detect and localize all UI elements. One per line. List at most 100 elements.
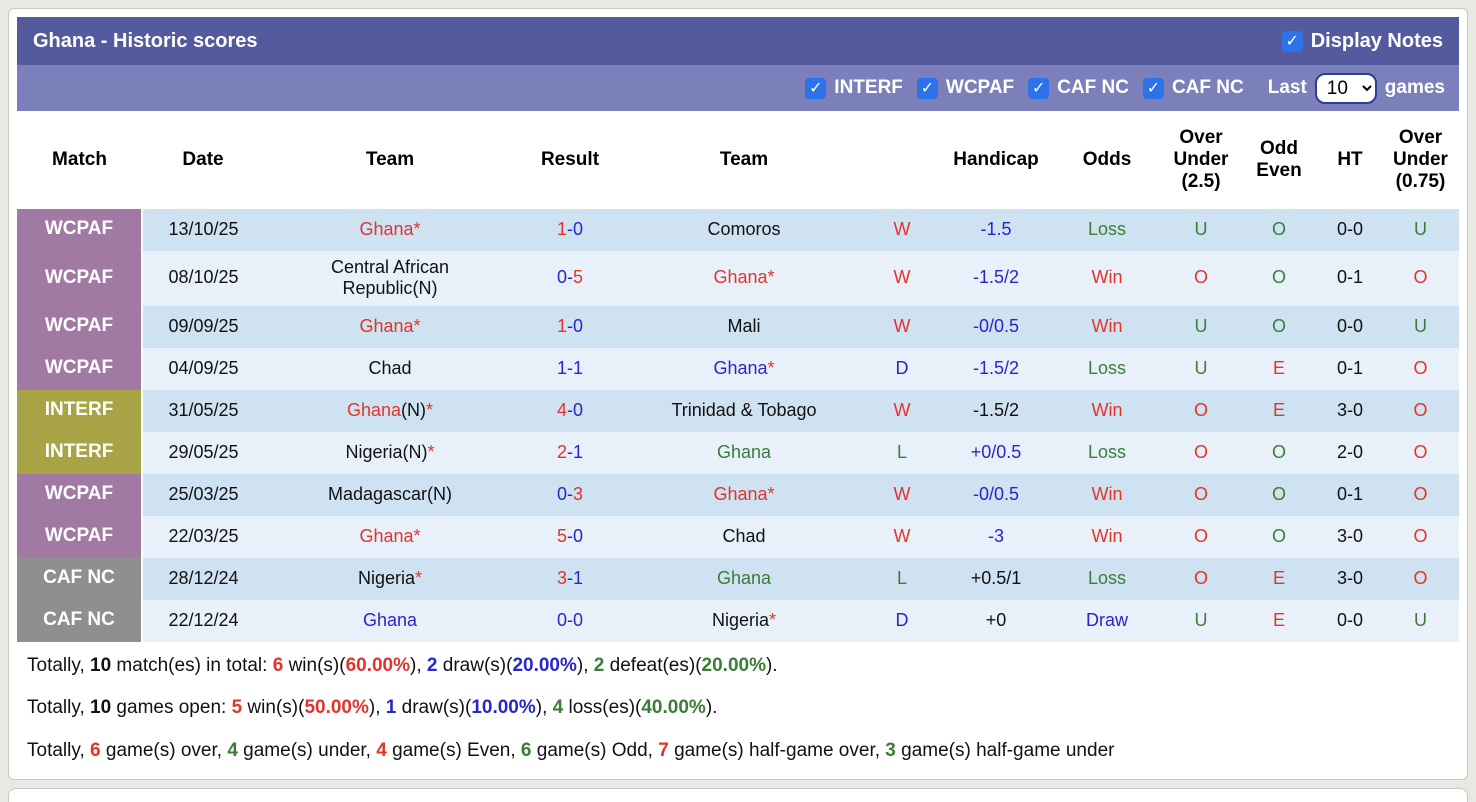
table-row: WCPAF 09/09/25 Ghana* 1-0 Mali W -0/0.5 Win U O 0-… [17,305,1459,348]
last-label: Last [1267,77,1307,98]
wdl-cell: L [864,431,940,474]
over-under-075-cell: U [1382,305,1459,348]
home-team-cell: Nigeria(N)* [264,431,516,474]
date-cell: 25/03/25 [142,473,264,516]
away-team-cell: Ghana [624,557,864,600]
home-team-cell: Ghana* [264,515,516,558]
over-under-075-cell: U [1382,599,1459,642]
date-cell: 08/10/25 [142,250,264,306]
table-row: CAF NC 22/12/24 Ghana 0-0 Nigeria* D +0 Draw U E 0… [17,599,1459,642]
over-under-25-cell: O [1162,557,1240,600]
table-row: CAF NC 28/12/24 Nigeria* 3-1 Ghana L +0.5/1 Los… [17,557,1459,600]
home-team-cell: Ghana [264,599,516,642]
column-header-5 [864,111,940,209]
wdl-cell: D [864,599,940,642]
odds-cell: Win [1052,389,1162,432]
filter-bar: ✓ INTERF ✓ WCPAF ✓ CAF NC ✓ CAF NC Last 10 game… [17,65,1459,111]
handicap-cell: +0.5/1 [940,557,1052,600]
away-team-cell: Ghana* [624,473,864,516]
odd-even-cell: O [1240,250,1318,306]
column-header-10: HT [1318,111,1382,209]
match-competition-badge: WCPAF [17,305,143,348]
next-panel-top-edge [8,787,1468,802]
home-team-cell: Ghana(N)* [264,389,516,432]
date-cell: 29/05/25 [142,431,264,474]
filter-label: CAF NC [1057,77,1129,98]
wdl-cell: W [864,250,940,306]
column-header-6: Handicap [940,111,1052,209]
odds-cell: Loss [1052,347,1162,390]
match-competition-badge: WCPAF [17,473,143,516]
filter-toggle-wcpaf-1[interactable]: ✓ WCPAF [916,77,1014,99]
display-notes-toggle[interactable]: ✓ Display Notes [1281,30,1443,53]
wdl-cell: W [864,305,940,348]
column-header-9: Odd Even [1240,111,1318,209]
date-cell: 28/12/24 [142,557,264,600]
match-competition-badge: WCPAF [17,208,143,251]
date-cell: 13/10/25 [142,208,264,251]
over-under-25-cell: O [1162,515,1240,558]
odd-even-cell: O [1240,515,1318,558]
ht-cell: 0-0 [1318,599,1382,642]
ht-cell: 3-0 [1318,557,1382,600]
column-header-0: Match [17,111,142,209]
handicap-cell: -1.5/2 [940,347,1052,390]
filter-toggle-caf-nc-2[interactable]: ✓ CAF NC [1028,77,1129,99]
over-under-25-cell: O [1162,389,1240,432]
handicap-cell: -3 [940,515,1052,558]
historic-scores-panel: Ghana - Historic scores ✓ Display Notes … [8,8,1468,780]
odds-cell: Win [1052,305,1162,348]
away-team-cell: Nigeria* [624,599,864,642]
filter-toggle-interf-0[interactable]: ✓ INTERF [805,77,903,99]
over-under-075-cell: O [1382,473,1459,516]
column-header-7: Odds [1052,111,1162,209]
ht-cell: 0-0 [1318,208,1382,251]
result-cell: 2-1 [516,431,624,474]
match-competition-badge: WCPAF [17,250,143,306]
home-team-cell: Ghana* [264,305,516,348]
home-team-cell: Madagascar(N) [264,473,516,516]
odd-even-cell: O [1240,473,1318,516]
filter-checkbox-icon[interactable]: ✓ [1028,77,1050,99]
column-header-1: Date [142,111,264,209]
filter-toggle-caf-nc-3[interactable]: ✓ CAF NC [1142,77,1244,99]
result-cell: 0-0 [516,599,624,642]
odds-cell: Loss [1052,557,1162,600]
table-row: WCPAF 22/03/25 Ghana* 5-0 Chad W -3 Win O O 3-0 O [17,515,1459,558]
result-cell: 1-1 [516,347,624,390]
wdl-cell: D [864,347,940,390]
odd-even-cell: E [1240,599,1318,642]
result-cell: 5-0 [516,515,624,558]
ht-cell: 0-0 [1318,305,1382,348]
away-team-cell: Mali [624,305,864,348]
summary-line-2: Totally, 10 games open: 5 win(s)(50.00%)… [27,697,718,719]
result-cell: 1-0 [516,305,624,348]
column-header-8: Over Under (2.5) [1162,111,1240,209]
match-competition-badge: CAF NC [17,557,143,600]
display-notes-checkbox-icon[interactable]: ✓ [1281,30,1303,52]
home-team-cell: Nigeria* [264,557,516,600]
date-cell: 22/12/24 [142,599,264,642]
summary-section: Totally, 10 match(es) in total: 6 win(s)… [17,641,1459,773]
odd-even-cell: E [1240,389,1318,432]
column-header-4: Team [624,111,864,209]
ht-cell: 2-0 [1318,431,1382,474]
match-competition-badge: WCPAF [17,515,143,558]
filter-checkbox-icon[interactable]: ✓ [916,77,938,99]
wdl-cell: W [864,389,940,432]
over-under-25-cell: U [1162,599,1240,642]
panel-title: Ghana - Historic scores [33,29,258,52]
summary-line-3: Totally, 6 game(s) over, 4 game(s) under… [27,740,1115,762]
games-label: games [1384,77,1445,98]
odds-cell: Win [1052,515,1162,558]
ht-cell: 0-1 [1318,347,1382,390]
filter-checkbox-icon[interactable]: ✓ [805,77,827,99]
over-under-075-cell: O [1382,389,1459,432]
away-team-cell: Ghana [624,431,864,474]
table-row: INTERF 29/05/25 Nigeria(N)* 2-1 Ghana L +0/0.5… [17,431,1459,474]
home-team-cell: Ghana* [264,208,516,251]
games-count-select[interactable]: 10 [1314,72,1377,104]
away-team-cell: Comoros [624,208,864,251]
filter-checkbox-icon[interactable]: ✓ [1142,77,1164,99]
result-cell: 3-1 [516,557,624,600]
